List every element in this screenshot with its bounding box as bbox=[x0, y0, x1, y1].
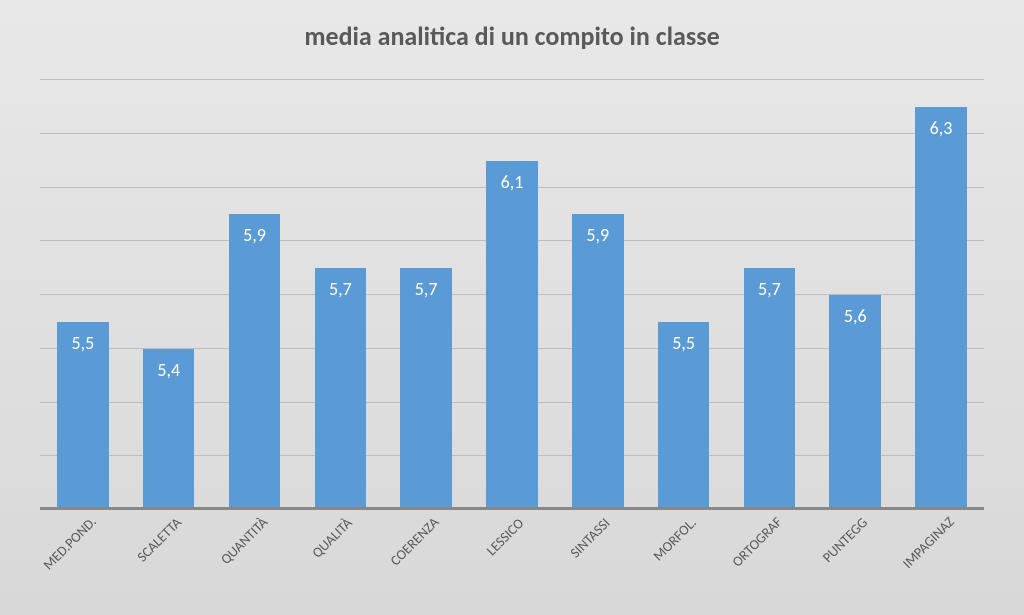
x-label-slot: SINTASSI bbox=[555, 510, 641, 615]
bar-value-label: 5,7 bbox=[329, 278, 352, 300]
bar-value-label: 5,6 bbox=[844, 305, 867, 327]
x-label-slot: COERENZA bbox=[383, 510, 469, 615]
bar-slot: 5,6 bbox=[812, 80, 898, 510]
bar-slot: 5,7 bbox=[727, 80, 813, 510]
bar-slot: 5,4 bbox=[126, 80, 212, 510]
bar-slot: 5,7 bbox=[297, 80, 383, 510]
x-axis-label: IMPAGINAZ bbox=[899, 513, 958, 572]
x-label-slot: ORTOGRAF bbox=[727, 510, 813, 615]
bar-value-label: 5,5 bbox=[672, 332, 695, 354]
x-axis-label: QUALITÀ bbox=[309, 515, 356, 562]
bar-value-label: 5,9 bbox=[586, 224, 609, 246]
bar-slot: 5,9 bbox=[555, 80, 641, 510]
bar: 5,9 bbox=[572, 214, 623, 510]
x-label-slot: PUNTEGG bbox=[812, 510, 898, 615]
bar-slot: 6,3 bbox=[898, 80, 984, 510]
bar-slot: 6,1 bbox=[469, 80, 555, 510]
bar-value-label: 5,9 bbox=[243, 224, 266, 246]
x-axis-label: MED.POND. bbox=[40, 513, 100, 573]
bar-value-label: 6,3 bbox=[930, 117, 953, 139]
x-label-slot: MORFOL. bbox=[641, 510, 727, 615]
x-label-slot: LESSICO bbox=[469, 510, 555, 615]
bar: 5,5 bbox=[57, 322, 108, 510]
x-axis-label: COERENZA bbox=[387, 514, 443, 570]
plot-area: 5,5 5,4 5,9 5,7 5,7 6,1 5,9 5,5 5,7 5,6 6,3 bbox=[40, 80, 984, 510]
bar-slot: 5,5 bbox=[40, 80, 126, 510]
x-label-slot: MED.POND. bbox=[40, 510, 126, 615]
bar-slot: 5,9 bbox=[212, 80, 298, 510]
bar-value-label: 6,1 bbox=[501, 171, 524, 193]
bar: 5,5 bbox=[658, 322, 709, 510]
bar: 5,7 bbox=[400, 268, 451, 510]
bar-value-label: 5,5 bbox=[72, 332, 95, 354]
x-axis-label: SINTASSI bbox=[566, 515, 613, 562]
bar: 6,3 bbox=[915, 107, 966, 510]
x-label-slot: SCALETTA bbox=[126, 510, 212, 615]
x-axis-label: PUNTEGG bbox=[819, 514, 871, 566]
bar-value-label: 5,7 bbox=[415, 278, 438, 300]
bar: 5,4 bbox=[143, 349, 194, 510]
bar: 5,9 bbox=[229, 214, 280, 510]
bar: 6,1 bbox=[486, 161, 537, 510]
x-axis-label: ORTOGRAF bbox=[729, 514, 786, 571]
bar-slot: 5,7 bbox=[383, 80, 469, 510]
x-axis-label: SCALETTA bbox=[133, 514, 184, 565]
x-label-slot: QUALITÀ bbox=[297, 510, 383, 615]
x-axis-label: LESSICO bbox=[483, 515, 527, 559]
bar-value-label: 5,4 bbox=[157, 359, 180, 381]
x-label-slot: IMPAGINAZ bbox=[898, 510, 984, 615]
bar: 5,7 bbox=[744, 268, 795, 510]
x-axis-label: QUANTITÀ bbox=[217, 514, 271, 568]
x-axis-labels: MED.POND. SCALETTA QUANTITÀ QUALITÀ COERENZA… bbox=[40, 510, 984, 615]
bar: 5,7 bbox=[315, 268, 366, 510]
chart-title: media analitica di un compito in classe bbox=[0, 20, 1024, 52]
bar: 5,6 bbox=[829, 295, 880, 510]
bar-slot: 5,5 bbox=[641, 80, 727, 510]
x-axis-label: MORFOL. bbox=[649, 514, 699, 564]
x-label-slot: QUANTITÀ bbox=[212, 510, 298, 615]
bars: 5,5 5,4 5,9 5,7 5,7 6,1 5,9 5,5 5,7 5,6 6,3 bbox=[40, 80, 984, 510]
bar-value-label: 5,7 bbox=[758, 278, 781, 300]
chart-container: media analitica di un compito in classe … bbox=[0, 0, 1024, 615]
